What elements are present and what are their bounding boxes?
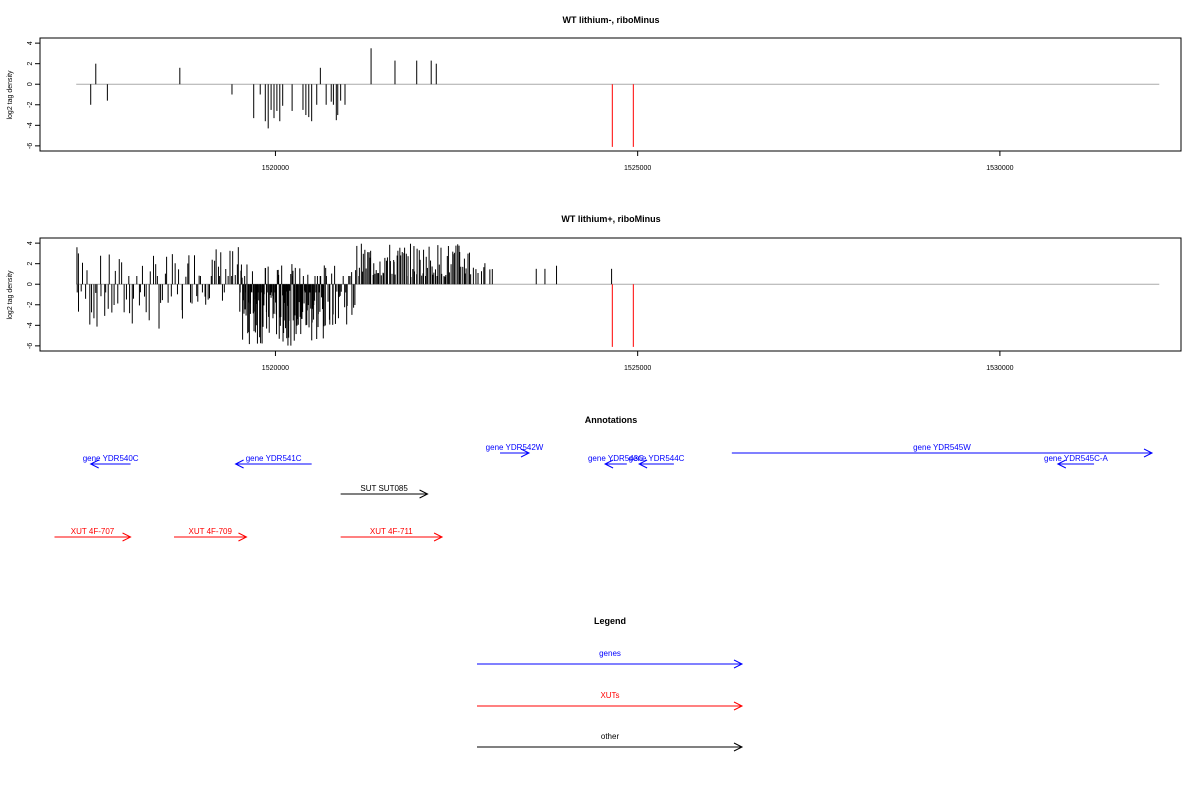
feature-arrow bbox=[234, 459, 312, 469]
feature-label: SUT SUT085 bbox=[360, 484, 408, 493]
feature-arrow bbox=[340, 489, 429, 499]
top-track-y-axis: 4 2 0 -2 -4 -6 bbox=[27, 41, 40, 149]
top-track-ylabel: log2 tag density bbox=[7, 70, 14, 120]
y-tick-label: 4 bbox=[27, 241, 34, 245]
feature-label: gene YDR545C-A bbox=[1044, 454, 1109, 463]
bottom-track-panel: WT lithium+, riboMinus log2 tag density … bbox=[7, 214, 1182, 372]
bottom-track-ylabel: log2 tag density bbox=[7, 270, 14, 320]
y-tick-label: 2 bbox=[27, 62, 34, 66]
feature-arrow bbox=[174, 532, 248, 542]
legend-title: Legend bbox=[594, 616, 626, 626]
annotations-panel: Annotations gene YDR540C gene YDR541Cgene… bbox=[54, 415, 1154, 542]
feature-arrow bbox=[340, 532, 444, 542]
annotation-features: gene YDR540C gene YDR541C gene YDR542W gene… bbox=[54, 443, 1154, 542]
legend-items: genes XUTs other bbox=[477, 649, 744, 752]
x-tick-label: 1525000 bbox=[624, 165, 651, 172]
top-track-x-axis: 1520000 1525000 1530000 bbox=[262, 151, 1014, 172]
bottom-track-frame bbox=[39, 237, 1182, 352]
x-tick-label: 1530000 bbox=[986, 165, 1013, 172]
x-tick-label: 1525000 bbox=[624, 365, 651, 372]
annotations-title: Annotations bbox=[585, 415, 638, 425]
feature-label: XUT 4F-711 bbox=[370, 527, 413, 536]
y-tick-label: -4 bbox=[27, 122, 34, 128]
y-tick-label: -4 bbox=[27, 322, 34, 328]
y-tick-label: 4 bbox=[27, 41, 34, 45]
feature-label: gene YDR540C bbox=[83, 454, 139, 463]
legend-label: other bbox=[601, 732, 620, 741]
legend-arrow bbox=[477, 742, 744, 752]
feature-arrow bbox=[1056, 459, 1095, 469]
legend-panel: Legend genes XUTs other bbox=[477, 616, 744, 752]
x-tick-label: 1520000 bbox=[262, 365, 289, 372]
bottom-track-bars bbox=[76, 243, 1160, 347]
top-track-bars bbox=[76, 48, 1160, 147]
feature-arrow bbox=[500, 448, 531, 458]
feature-arrow bbox=[603, 459, 627, 469]
y-tick-label: -6 bbox=[27, 143, 34, 149]
y-tick-label: 0 bbox=[27, 282, 34, 286]
feature-label: XUT 4F-707 bbox=[71, 527, 115, 536]
feature-arrow bbox=[637, 459, 674, 469]
bottom-track-y-axis: 4 2 0 -2 -4 -6 bbox=[27, 241, 40, 349]
feature-label: gene YDR543C bbox=[588, 454, 644, 463]
feature-label: gene YDR542W bbox=[486, 443, 544, 452]
x-tick-label: 1520000 bbox=[262, 165, 289, 172]
feature-label: gene YDR544C bbox=[629, 454, 685, 463]
feature-label: XUT 4F-709 bbox=[189, 527, 233, 536]
legend-label: genes bbox=[599, 649, 621, 658]
y-tick-label: -2 bbox=[27, 102, 34, 108]
x-tick-label: 1530000 bbox=[986, 365, 1013, 372]
feature-label: gene YDR541C bbox=[246, 454, 302, 463]
feature-arrow bbox=[89, 459, 131, 469]
feature-arrow bbox=[731, 448, 1154, 458]
feature-arrow bbox=[54, 532, 132, 542]
y-tick-label: -2 bbox=[27, 302, 34, 308]
bottom-track-title: WT lithium+, riboMinus bbox=[561, 214, 660, 224]
legend-arrow bbox=[477, 701, 744, 711]
y-tick-label: -6 bbox=[27, 343, 34, 349]
y-tick-label: 2 bbox=[27, 262, 34, 266]
top-track-title: WT lithium-, riboMinus bbox=[563, 15, 660, 25]
y-tick-label: 0 bbox=[27, 82, 34, 86]
feature-label: gene YDR545W bbox=[913, 443, 971, 452]
legend-label: XUTs bbox=[600, 691, 619, 700]
top-track-frame bbox=[39, 37, 1182, 152]
bottom-track-x-axis: 1520000 1525000 1530000 bbox=[262, 351, 1014, 372]
legend-arrow bbox=[477, 659, 744, 669]
top-track-panel: WT lithium-, riboMinus log2 tag density … bbox=[7, 15, 1182, 172]
